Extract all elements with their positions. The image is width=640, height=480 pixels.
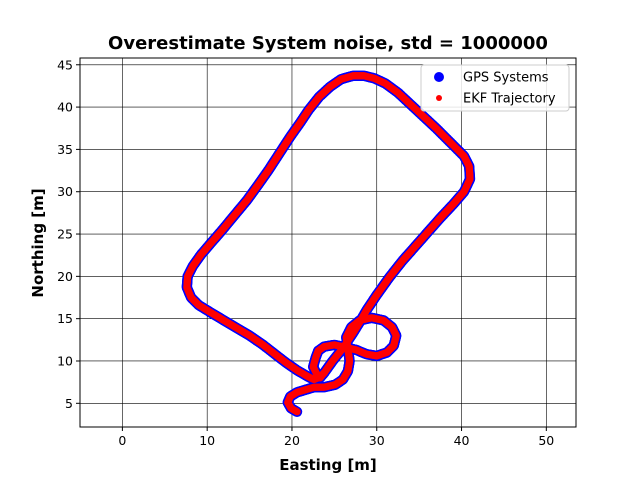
y-tick-label: 25	[57, 227, 73, 242]
y-axis-label: Northing [m]	[29, 188, 47, 297]
x-tick-label: 0	[118, 433, 126, 448]
legend-marker	[434, 72, 444, 82]
x-tick-label: 30	[369, 433, 385, 448]
data-layer	[181, 70, 476, 417]
legend-label: EKF Trajectory	[463, 92, 556, 107]
legend-marker	[436, 95, 442, 101]
x-tick-label: 10	[199, 433, 215, 448]
x-axis-label: Easting [m]	[279, 456, 377, 474]
chart-title: Overestimate System noise, std = 1000000	[108, 33, 548, 54]
x-tick-label: 20	[284, 433, 300, 448]
data-point	[320, 369, 328, 377]
y-tick-label: 40	[57, 100, 73, 115]
axis-ticks: 0 10 20 30 40 50 5 10 15 20 25 30 35 40 45	[57, 57, 554, 448]
legend-box	[420, 64, 570, 112]
y-tick-label: 5	[65, 396, 73, 411]
x-tick-label: 50	[538, 433, 554, 448]
y-tick-label: 35	[57, 142, 73, 157]
legend: GPS Systems EKF Trajectory	[420, 64, 570, 112]
y-tick-label: 10	[57, 353, 73, 368]
y-tick-label: 20	[57, 269, 73, 284]
y-tick-label: 15	[57, 311, 73, 326]
y-tick-label: 45	[57, 57, 73, 72]
plot-frame	[79, 57, 577, 428]
y-tick-label: 30	[57, 184, 73, 199]
x-tick-label: 40	[454, 433, 470, 448]
legend-label: GPS Systems	[463, 71, 549, 86]
series-ekf-trajectory	[183, 72, 474, 416]
